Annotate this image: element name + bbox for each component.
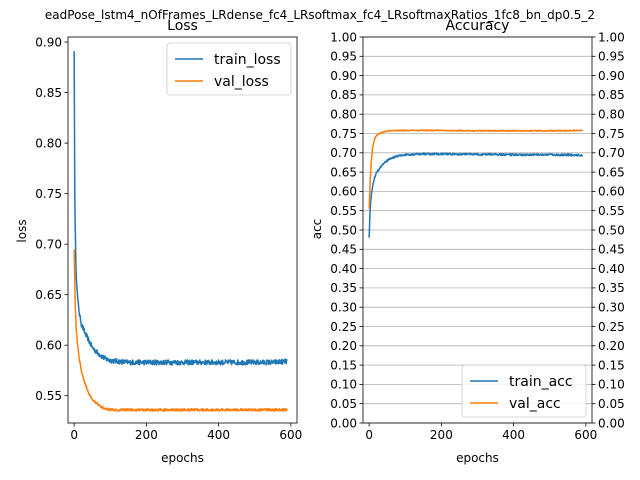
y-tick-label: 0.70 xyxy=(330,146,357,160)
y-tick-label: 0.20 xyxy=(330,339,357,353)
y-tick-label: 0.65 xyxy=(330,165,357,179)
accuracy-xlabel: epochs xyxy=(456,451,499,465)
y-tick-label: 0.25 xyxy=(330,320,357,334)
loss-panel: Loss epochs loss 0 200 400 600 0.55 0.60 0.65 0… xyxy=(15,18,302,465)
legend: train_acc val_acc xyxy=(461,364,587,418)
axes-frame xyxy=(67,36,298,424)
y-tick-label-right: 0.25 xyxy=(598,320,625,334)
y-tick-label-right: 0.95 xyxy=(598,50,625,64)
x-tick-label: 0 xyxy=(70,428,78,442)
y-tick-label: 0.55 xyxy=(330,204,357,218)
accuracy-title: Accuracy xyxy=(446,18,510,34)
x-tick-label: 400 xyxy=(502,428,525,442)
loss-ylabel: loss xyxy=(15,219,29,242)
y-tick-label: 0.85 xyxy=(35,86,62,100)
x-tick-label: 600 xyxy=(574,428,597,442)
y-tick-label: 0.65 xyxy=(35,288,62,302)
series-line-train_loss xyxy=(73,51,288,366)
legend-label-val_acc: val_acc xyxy=(509,396,561,412)
y-tick-label: 0.75 xyxy=(35,187,62,201)
y-tick-label-right: 0.40 xyxy=(598,262,625,276)
series-line-val_loss xyxy=(73,249,288,412)
y-tick-label: 0.70 xyxy=(35,237,62,251)
y-tick-label-right: 0.80 xyxy=(598,108,625,122)
x-tick-label: 400 xyxy=(207,428,230,442)
x-tick-label: 0 xyxy=(365,428,373,442)
y-tick-label-right: 0.45 xyxy=(598,243,625,257)
y-tick-label: 0.05 xyxy=(330,397,357,411)
legend-box xyxy=(461,364,587,418)
y-tick-label-right: 0.10 xyxy=(598,378,625,392)
loss-title: Loss xyxy=(167,18,198,34)
y-tick-label-right: 0.60 xyxy=(598,185,625,199)
y-tick-label: 0.80 xyxy=(35,136,62,150)
accuracy-ylabel: acc xyxy=(310,219,324,240)
y-tick-label-right: 0.50 xyxy=(598,223,625,237)
y-tick-label: 0.35 xyxy=(330,281,357,295)
y-tick-label: 0.75 xyxy=(330,127,357,141)
y-tick-label-right: 0.15 xyxy=(598,358,625,372)
legend-label-train_loss: train_loss xyxy=(214,52,281,68)
y-tick-label: 0.40 xyxy=(330,262,357,276)
y-tick-label: 0.90 xyxy=(330,69,357,83)
legend: train_loss val_loss xyxy=(166,42,292,96)
x-tick-label: 600 xyxy=(279,428,302,442)
y-tick-label: 0.30 xyxy=(330,301,357,315)
y-tick-label: 0.00 xyxy=(330,416,357,430)
y-tick-label: 0.90 xyxy=(35,35,62,49)
x-tick-label: 200 xyxy=(430,428,453,442)
y-tick-label: 0.95 xyxy=(330,50,357,64)
y-tick-label: 0.80 xyxy=(330,108,357,122)
loss-xlabel: epochs xyxy=(161,451,204,465)
y-tick-label-right: 0.55 xyxy=(598,204,625,218)
y-tick-label: 0.45 xyxy=(330,243,357,257)
y-tick-label-right: 0.00 xyxy=(598,416,625,430)
y-tick-label-right: 0.35 xyxy=(598,281,625,295)
series-line-val_acc xyxy=(368,129,583,209)
legend-label-train_acc: train_acc xyxy=(509,374,573,390)
y-tick-label-right: 1.00 xyxy=(598,30,625,44)
y-tick-label: 0.50 xyxy=(330,223,357,237)
legend-label-val_loss: val_loss xyxy=(214,74,269,90)
y-tick-label: 0.10 xyxy=(330,378,357,392)
legend-box xyxy=(166,42,292,96)
y-tick-label-right: 0.65 xyxy=(598,165,625,179)
figure-suptitle: eadPose_lstm4_nOfFrames_LRdense_fc4_LRso… xyxy=(45,8,595,22)
series-line-train_acc xyxy=(368,152,583,238)
y-tick-label: 0.55 xyxy=(35,389,62,403)
y-tick-label-right: 0.70 xyxy=(598,146,625,160)
y-tick-label: 0.60 xyxy=(35,338,62,352)
y-tick-label: 0.85 xyxy=(330,88,357,102)
y-tick-label: 0.60 xyxy=(330,185,357,199)
y-tick-label: 1.00 xyxy=(330,30,357,44)
y-tick-label-right: 0.75 xyxy=(598,127,625,141)
y-tick-label-right: 0.85 xyxy=(598,88,625,102)
y-tick-label-right: 0.20 xyxy=(598,339,625,353)
y-tick-label-right: 0.30 xyxy=(598,301,625,315)
y-tick-label-right: 0.05 xyxy=(598,397,625,411)
y-tick-label-right: 0.90 xyxy=(598,69,625,83)
x-tick-label: 200 xyxy=(135,428,158,442)
y-tick-label: 0.15 xyxy=(330,358,357,372)
